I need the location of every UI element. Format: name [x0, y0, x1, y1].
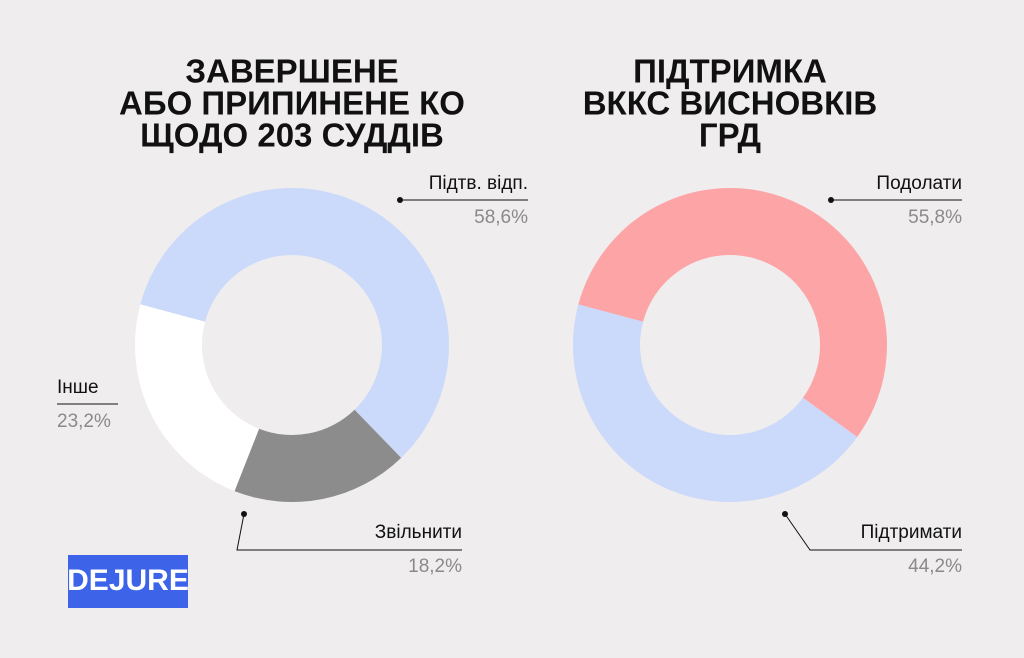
slice-value: 55,8%	[908, 207, 962, 228]
slice-label: Підтримати	[861, 522, 962, 543]
slice-label: Звільнити	[375, 522, 462, 543]
leader-dot	[782, 511, 788, 517]
slice-label: Інше	[57, 377, 99, 398]
chart-title: АБО ПРИПИНЕНЕ КО	[119, 85, 465, 122]
slice-label: Подолати	[876, 173, 962, 194]
slice-value: 18,2%	[408, 556, 462, 577]
slice-value: 23,2%	[57, 411, 111, 432]
chart-title: ЩОДО 203 СУДДІВ	[140, 117, 444, 154]
leader-line	[236, 513, 462, 551]
slice-value: 44,2%	[908, 556, 962, 577]
slice-value: 58,6%	[474, 207, 528, 228]
donut-slice	[578, 187, 887, 438]
leader-dot	[828, 197, 834, 203]
donut-slice	[573, 304, 858, 503]
logo-box	[68, 555, 188, 608]
donut-slice	[140, 187, 450, 458]
leader-dot	[397, 197, 403, 203]
leader-dot	[241, 511, 247, 517]
leader-line	[784, 513, 962, 551]
slice-label: Підтв. відп.	[429, 173, 528, 194]
chart-title: ВККС ВИСНОВКІВ	[583, 85, 878, 122]
donut-slice	[234, 409, 402, 502]
donut-slice	[134, 304, 260, 492]
chart-title: ЗАВЕРШЕНЕ	[185, 53, 398, 90]
chart-title: ГРД	[699, 117, 761, 154]
chart-title: ПІДТРИМКА	[633, 53, 827, 90]
logo: DEJURE	[67, 564, 189, 597]
